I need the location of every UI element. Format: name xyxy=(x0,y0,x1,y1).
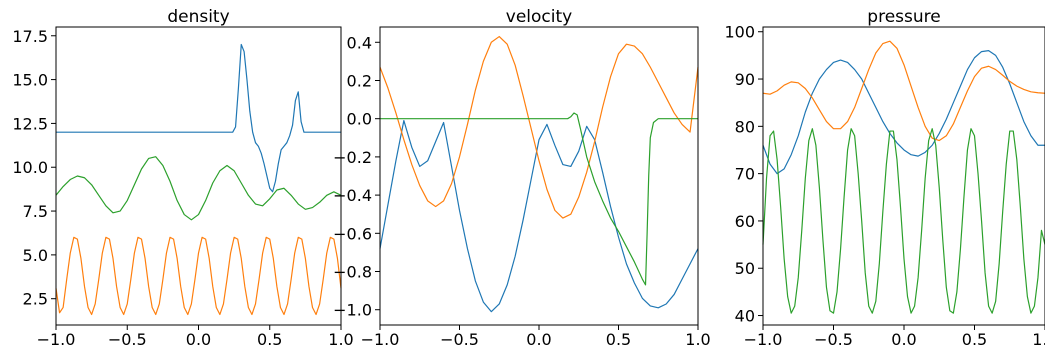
y-tick-label: 70 xyxy=(735,165,755,184)
y-tick-label: −0.4 xyxy=(333,186,372,205)
y-tick-label: 60 xyxy=(735,212,755,231)
y-tick-label: −0.2 xyxy=(333,148,372,167)
y-tick-label: −0.6 xyxy=(333,224,372,243)
series-line-1 xyxy=(379,120,699,313)
x-tick-label: 0.0 xyxy=(186,330,211,349)
x-tick-label: 1.0 xyxy=(685,330,710,349)
series-line-1 xyxy=(762,50,1045,175)
series-line-2 xyxy=(762,40,1045,142)
y-tick-label: 100 xyxy=(724,23,755,42)
chart-title: velocity xyxy=(506,7,572,27)
series-line-3 xyxy=(762,128,1045,314)
series-line-2 xyxy=(379,35,699,219)
y-tick-label: 17.5 xyxy=(12,27,48,46)
x-tick-label: 0.0 xyxy=(891,330,916,349)
y-tick-label: 15.0 xyxy=(12,71,48,90)
x-tick-label: 0.5 xyxy=(962,330,987,349)
series-line-1 xyxy=(56,43,341,193)
x-tick-label: 1.0 xyxy=(328,330,353,349)
x-tick-label: 0.5 xyxy=(257,330,282,349)
chart-panel-pressure: pressure −1.0 −0.5 0.0 0.5 1.0 40 50 60 70 80 90 100 xyxy=(724,7,1045,349)
x-tick-label: 0.5 xyxy=(606,330,631,349)
y-tick-label: 5.0 xyxy=(23,246,48,265)
chart-title: pressure xyxy=(867,7,940,27)
y-tick-label: 80 xyxy=(735,117,755,136)
y-tick-label: 90 xyxy=(735,70,755,89)
y-tick-label: 40 xyxy=(735,307,755,326)
series-line-2 xyxy=(55,236,342,316)
y-tick-label: 50 xyxy=(735,259,755,278)
series-line-3 xyxy=(380,112,698,286)
y-tick-label: 7.5 xyxy=(23,202,48,221)
x-tick-label: −0.5 xyxy=(440,330,479,349)
x-tick-label: −0.5 xyxy=(814,330,853,349)
y-tick-label: 0.0 xyxy=(347,110,372,129)
series-line-3 xyxy=(55,156,342,221)
y-tick-label: −1.0 xyxy=(333,301,372,320)
x-tick-label: 1.0 xyxy=(1032,330,1045,349)
y-tick-label: 12.5 xyxy=(12,114,48,133)
y-tick-label: 10.0 xyxy=(12,158,48,177)
y-tick-label: −0.8 xyxy=(333,263,372,282)
x-tick-label: −1.0 xyxy=(361,330,400,349)
y-tick-label: 0.2 xyxy=(347,71,372,90)
y-tick-label: 2.5 xyxy=(23,290,48,309)
x-tick-label: −0.5 xyxy=(108,330,147,349)
x-tick-label: −1.0 xyxy=(744,330,783,349)
y-tick-label: 0.4 xyxy=(347,33,372,52)
axes-frame xyxy=(379,26,699,326)
chart-panel-density: density −1.0 −0.5 0.0 0.5 1.0 2.5 5.0 7.5 10.0 12.… xyxy=(12,7,353,349)
chart-title: density xyxy=(167,7,229,27)
x-tick-label: 0.0 xyxy=(526,330,551,349)
x-tick-label: −1.0 xyxy=(37,330,76,349)
chart-panel-velocity: velocity −1.0 −0.5 0.0 0.5 1.0 −1.0 −0.8 −0.6 −0.… xyxy=(333,7,711,349)
